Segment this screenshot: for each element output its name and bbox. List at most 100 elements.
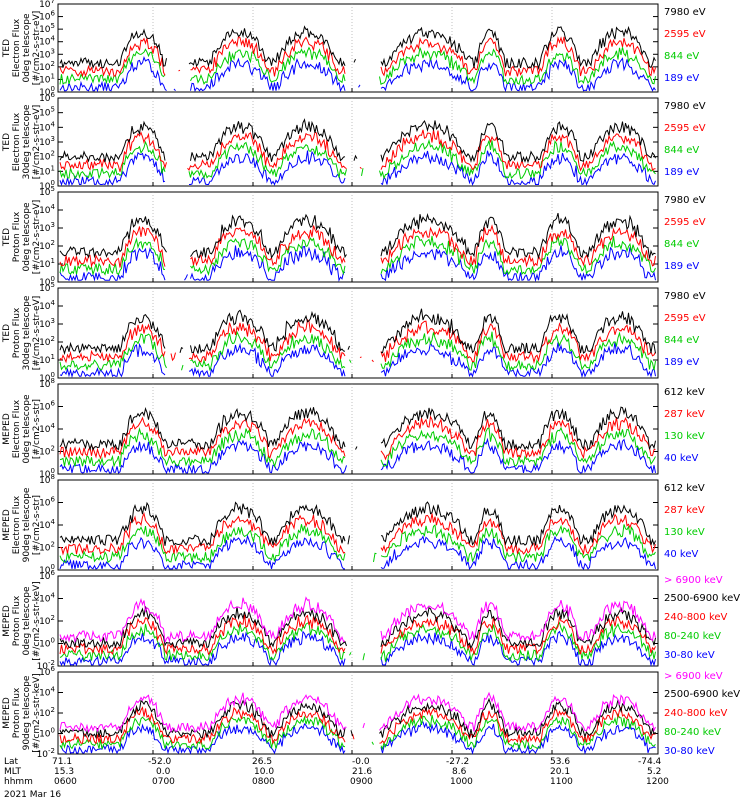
- series-trace: [59, 621, 656, 662]
- y-tick-label: 100: [39, 85, 55, 98]
- legend-entry: 287 keV: [664, 505, 705, 516]
- series-trace: [59, 596, 656, 644]
- y-tick-label: 106: [39, 569, 55, 582]
- plot-frame: [57, 287, 659, 379]
- y-tick-label: 108: [39, 377, 55, 390]
- hhmm-row: hhmm 0600 0700 0800 0900 1000 1100 1200: [0, 777, 750, 787]
- series-trace: [59, 118, 656, 164]
- hhmm-tick: 1200: [646, 777, 669, 787]
- mlt-tick: 20.1: [550, 767, 571, 777]
- flux-panel: TED Proton Flux 30deg telescope [#/cm2-s-st…: [0, 281, 750, 384]
- series-trace: [59, 129, 656, 172]
- y-tick-label: 100: [39, 467, 55, 480]
- legend-entry: 844 eV: [664, 239, 700, 250]
- series-trace: [59, 235, 656, 277]
- y-tick-label: 106: [39, 10, 55, 23]
- series-trace: [59, 630, 656, 667]
- flux-plot: 100 101 102 103 104 105: [39, 185, 659, 288]
- hhmm-tick: 1000: [450, 777, 473, 787]
- y-tick-label: 102: [39, 239, 55, 252]
- series-trace: [59, 46, 656, 86]
- y-tick-label: 102: [39, 335, 55, 348]
- flux-plot: 100 101 102 103 104 105: [39, 281, 659, 384]
- flux-panel: TED Proton Flux 0deg telescope [#/cm2-s-str…: [0, 185, 750, 288]
- legend-entry: 2595 eV: [664, 313, 706, 324]
- legend-entry: 130 keV: [664, 527, 705, 538]
- y-tick-label: 102: [39, 706, 55, 719]
- series-trace: [59, 55, 656, 93]
- lat-tick: 53.6: [550, 757, 571, 767]
- y-tick-label: 101: [39, 72, 55, 85]
- lat-tick: -74.4: [638, 757, 662, 767]
- y-tick-label: 108: [39, 473, 55, 486]
- legend-entry: 2595 eV: [664, 217, 706, 228]
- plot-frame: [57, 671, 659, 755]
- y-tick-label: 101: [39, 257, 55, 270]
- flux-plot: 10-2 100 102 104 106: [37, 665, 659, 760]
- y-tick-label: 107: [39, 0, 55, 10]
- y-tick-label: 103: [39, 47, 55, 60]
- y-tick-label: 102: [39, 150, 55, 163]
- series-legend: > 6900 keV 2500-6900 keV 240-800 keV 80-240…: [664, 574, 750, 668]
- legend-entry: 2595 eV: [664, 123, 706, 134]
- flux-panel: MEPED Proton Flux 0deg telescope [#/cm2-s-s…: [0, 569, 750, 672]
- legend-entry: 189 eV: [664, 73, 700, 84]
- series-trace: [59, 150, 656, 187]
- legend-entry: 287 keV: [664, 409, 705, 420]
- legend-entry: 612 keV: [664, 387, 705, 398]
- y-tick-label: 101: [39, 353, 55, 366]
- flux-panel: TED Electron Flux 0deg telescope [#/cm2-s-s…: [0, 0, 750, 98]
- y-tick-label: 103: [39, 317, 55, 330]
- series-trace: [59, 415, 656, 461]
- series-legend: 7980 eV 2595 eV 844 eV 189 eV: [664, 190, 750, 284]
- legend-entry: 2500-6900 keV: [664, 689, 741, 700]
- series-legend: 612 keV 287 keV 130 keV 40 keV: [664, 382, 750, 476]
- y-tick-label: 104: [39, 35, 55, 48]
- series-trace: [59, 25, 656, 71]
- mlt-tick: 15.3: [54, 767, 75, 777]
- legend-entry: 80-240 keV: [664, 631, 722, 642]
- plot-frame: [57, 191, 659, 283]
- legend-entry: 240-800 keV: [664, 708, 728, 719]
- series-trace: [59, 501, 656, 548]
- legend-entry: 189 eV: [664, 357, 700, 368]
- series-trace: [59, 330, 656, 373]
- series-trace: [59, 534, 656, 571]
- y-tick-label: 104: [39, 686, 55, 699]
- legend-entry: > 6900 keV: [664, 575, 723, 586]
- y-tick-label: 10-2: [37, 747, 55, 760]
- series-trace: [59, 35, 656, 78]
- series-legend: 612 keV 287 keV 130 keV 40 keV: [664, 478, 750, 572]
- series-trace: [59, 721, 656, 755]
- lat-tick: 26.5: [252, 757, 273, 767]
- y-tick-label: 105: [39, 106, 55, 119]
- y-tick-label: 104: [39, 299, 55, 312]
- series-trace: [59, 340, 656, 379]
- hhmm-tick: 0700: [152, 777, 175, 787]
- mlt-row: MLT 15.3 0.0 10.0 21.6 8.6 20.1 5.2: [0, 767, 750, 777]
- series-trace: [59, 606, 656, 650]
- series-trace: [59, 524, 656, 564]
- legend-entry: 7980 eV: [664, 195, 706, 206]
- y-tick-label: 102: [39, 614, 55, 627]
- y-tick-label: 106: [39, 665, 55, 678]
- lat-row-label: Lat: [4, 757, 19, 767]
- legend-entry: 40 keV: [664, 549, 699, 560]
- y-tick-label: 101: [39, 164, 55, 177]
- hhmm-tick: 0900: [350, 777, 373, 787]
- mlt-tick: 5.2: [647, 767, 662, 777]
- y-tick-label: 105: [39, 185, 55, 198]
- y-tick-label: 106: [39, 400, 55, 413]
- legend-entry: > 6900 keV: [664, 671, 723, 682]
- legend-entry: 7980 eV: [664, 7, 706, 18]
- legend-entry: 612 keV: [664, 483, 705, 494]
- lat-tick: 71.1: [52, 757, 73, 767]
- time-axis-footer: Lat 71.1 -52.0 26.5 -0.0 -27.2 53.6 -74.…: [0, 757, 750, 800]
- flux-panel: MEPED Electron Flux 90deg telescope [#/cm2-…: [0, 473, 750, 576]
- mlt-tick: 21.6: [352, 767, 373, 777]
- series-trace: [59, 614, 656, 656]
- hhmm-row-label: hhmm: [4, 777, 33, 787]
- mlt-tick: 8.6: [452, 767, 467, 777]
